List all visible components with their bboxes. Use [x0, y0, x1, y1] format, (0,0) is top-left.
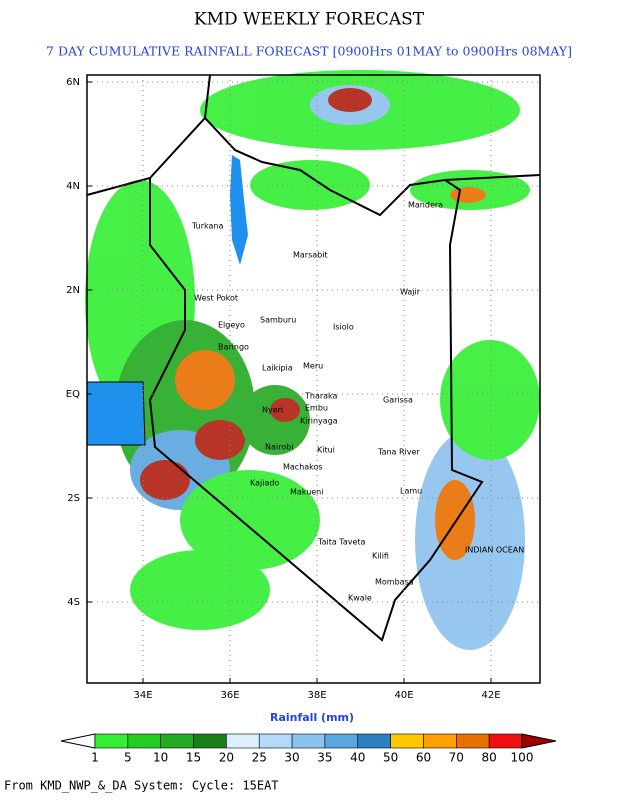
place-labels: Turkana Marsabit Mandera Wajir Isiolo Sa…	[191, 201, 524, 603]
colorbar-box	[94, 733, 129, 749]
lon-label: 42E	[481, 690, 500, 701]
rain-field	[85, 70, 540, 650]
lake-turkana	[230, 155, 248, 265]
footer: From KMD_NWP_&_DA System: Cycle: 15EAT	[4, 779, 279, 793]
place-label: Laikipia	[262, 364, 293, 373]
colorbar-tick-label: 50	[383, 751, 398, 765]
colorbar-tick-label: 20	[219, 751, 234, 765]
place-label: West Pokot	[194, 294, 238, 303]
colorbar-tick-label: 35	[317, 751, 332, 765]
lon-label: 34E	[133, 690, 152, 701]
place-label: Kitui	[317, 446, 335, 455]
axes: 6N 4N 2N EQ 2S 4S 34E 36E 38E 40E 42E	[66, 77, 501, 701]
place-label: Wajir	[400, 288, 421, 297]
place-label: Baringo	[218, 343, 249, 352]
map-frame	[86, 74, 541, 684]
colorbar-end	[521, 733, 557, 749]
place-label: Machakos	[283, 463, 323, 472]
colorbar: 1 5 10 15 20 25 30 35 40 50 60 70 80 100	[60, 733, 557, 765]
colorbar-box	[423, 733, 457, 749]
colorbar-box	[258, 733, 293, 749]
place-label: Samburu	[260, 316, 296, 325]
lat-label: 4S	[67, 597, 80, 608]
lat-label: EQ	[66, 389, 80, 400]
colorbar-box	[291, 733, 326, 749]
place-label: Kilifi	[372, 552, 389, 561]
place-label: INDIAN OCEAN	[465, 546, 524, 555]
lon-label: 40E	[394, 690, 413, 701]
place-label: Marsabit	[293, 251, 328, 260]
colorbar-box	[456, 733, 490, 749]
place-label: Kwale	[348, 594, 372, 603]
place-label: Garissa	[383, 396, 413, 405]
lat-label: 2N	[66, 285, 80, 296]
title: KMD WEEKLY FORECAST	[194, 10, 425, 30]
lat-label: 4N	[66, 181, 80, 192]
subtitle: 7 DAY CUMULATIVE RAINFALL FORECAST [0900…	[46, 44, 572, 59]
place-label: Mombasa	[375, 578, 414, 587]
place-label: Meru	[303, 362, 323, 371]
colorbar-box	[193, 733, 227, 749]
colorbar-tick-label: 30	[284, 751, 299, 765]
place-label: Isiolo	[333, 323, 354, 332]
colorbar-tick-label: 10	[153, 751, 168, 765]
place-label: Nyeri	[262, 406, 283, 415]
place-label: Mandera	[408, 201, 443, 210]
place-label: Tharaka	[304, 392, 338, 401]
place-label: Turkana	[191, 222, 223, 231]
colorbar-box	[127, 733, 161, 749]
map: Turkana Marsabit Mandera Wajir Isiolo Sa…	[85, 70, 541, 684]
colorbar-tick-label: 60	[416, 751, 431, 765]
graticule	[87, 75, 540, 683]
country-borders	[86, 74, 541, 196]
colorbar-box	[324, 733, 359, 749]
place-label: Taita Taveta	[317, 538, 366, 547]
lon-label: 38E	[307, 690, 326, 701]
place-label: Kirinyaga	[300, 417, 338, 426]
place-label: Embu	[305, 404, 328, 413]
lake-victoria	[86, 381, 146, 446]
colorbar-tick-label: 40	[350, 751, 365, 765]
place-label: Lamu	[400, 487, 422, 496]
colorbar-box	[357, 733, 391, 749]
kenya-border	[148, 116, 484, 642]
place-label: Nairobi	[265, 443, 293, 452]
colorbar-box	[488, 733, 523, 749]
place-label: Tana River	[377, 448, 420, 457]
place-label: Elgeyo	[218, 321, 245, 330]
colorbar-box	[160, 733, 194, 749]
colorbar-box	[390, 733, 424, 749]
colorbar-tick-label: 15	[186, 751, 201, 765]
colorbar-tick-label: 100	[511, 751, 534, 765]
colorbar-tick-label: 5	[124, 751, 132, 765]
colorbar-end	[60, 733, 96, 749]
lat-label: 6N	[66, 77, 80, 88]
lat-label: 2S	[67, 493, 80, 504]
place-label: Kajiado	[250, 479, 279, 488]
colorbar-tick-label: 1	[91, 751, 99, 765]
lon-label: 36E	[220, 690, 239, 701]
colorbar-tick-label: 25	[252, 751, 267, 765]
place-label: Makueni	[290, 488, 323, 497]
colorbar-tick-label: 70	[449, 751, 464, 765]
colorbar-label: Rainfall (mm)	[270, 711, 354, 724]
colorbar-box	[226, 733, 260, 749]
colorbar-tick-label: 80	[482, 751, 497, 765]
